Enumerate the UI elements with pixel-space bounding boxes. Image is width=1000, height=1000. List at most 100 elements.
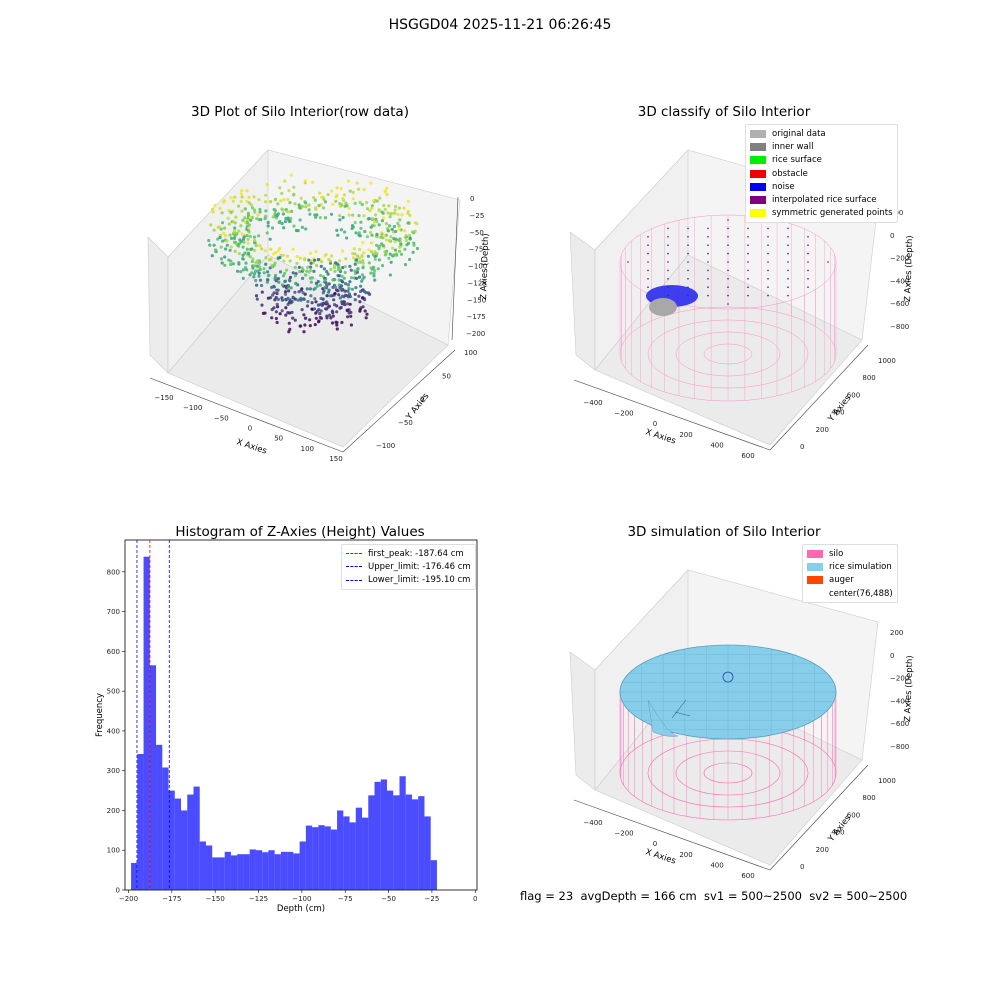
y-tick-label: 100 bbox=[107, 847, 120, 855]
y-tick-label: 0 bbox=[116, 887, 120, 895]
histogram-bar bbox=[143, 556, 150, 890]
histogram-bar bbox=[362, 817, 369, 890]
legend-line bbox=[346, 566, 362, 568]
legend-item: noise bbox=[750, 180, 893, 193]
simulation-plot-title: 3D simulation of Silo Interior bbox=[627, 524, 821, 540]
classify-plot-title: 3D classify of Silo Interior bbox=[637, 104, 811, 120]
x-tick-label: −125 bbox=[249, 895, 268, 903]
histogram-x-ticks: −200 −175 −150 −125 −100 −75 −50 −25 0 bbox=[119, 890, 478, 903]
histogram-bar bbox=[131, 862, 138, 890]
legend-item: auger bbox=[807, 574, 893, 587]
y-tick-label: 300 bbox=[107, 767, 120, 775]
legend-item: symmetric generated points bbox=[750, 207, 893, 220]
histogram-title: Histogram of Z-Axies (Height) Values bbox=[175, 524, 425, 540]
legend-item: silo bbox=[807, 547, 893, 560]
x-tick-label: 0 bbox=[473, 895, 477, 903]
legend-label: rice surface bbox=[772, 155, 822, 166]
legend-line bbox=[346, 579, 362, 581]
histogram-bar bbox=[162, 767, 169, 890]
legend-item: rice simulation bbox=[807, 560, 893, 573]
histogram-bar bbox=[268, 850, 275, 890]
legend-label: first_peak: -187.64 cm bbox=[368, 548, 464, 559]
histogram-bar bbox=[299, 841, 306, 890]
x-tick-label: −50 bbox=[381, 895, 396, 903]
legend-item: Lower_limit: -195.10 cm bbox=[346, 574, 471, 587]
histogram-bar bbox=[324, 826, 331, 890]
histogram-bar bbox=[255, 850, 263, 890]
histogram-bar bbox=[330, 829, 338, 890]
y-tick-label: 600 bbox=[107, 648, 120, 656]
legend-label: interpolated rice surface bbox=[772, 195, 877, 206]
histogram-bar bbox=[430, 860, 437, 890]
y-tick-label: 200 bbox=[107, 807, 120, 815]
histogram-bar bbox=[405, 794, 412, 890]
legend-swatch bbox=[750, 169, 766, 178]
histogram-bar bbox=[312, 827, 319, 890]
histogram-bar bbox=[287, 851, 294, 890]
histogram-bar bbox=[262, 852, 269, 890]
histogram-bar bbox=[387, 790, 394, 890]
legend-swatch bbox=[807, 562, 823, 571]
legend-swatch bbox=[750, 156, 766, 165]
y-tick-label: 800 bbox=[107, 568, 120, 576]
histogram-bar bbox=[343, 816, 350, 890]
histogram-bar bbox=[305, 825, 313, 890]
histogram-bar bbox=[224, 851, 231, 890]
x-tick-label: −100 bbox=[292, 895, 311, 903]
histogram-bars bbox=[131, 556, 437, 890]
legend-item: center(76,488) bbox=[807, 587, 893, 600]
legend-label: rice simulation bbox=[829, 561, 892, 572]
histogram-bar bbox=[380, 779, 388, 890]
histogram-bar bbox=[174, 798, 182, 890]
histogram-bar bbox=[368, 795, 375, 890]
x-tick-label: −25 bbox=[425, 895, 440, 903]
legend-label: noise bbox=[772, 181, 795, 192]
histogram-bar bbox=[293, 853, 300, 890]
histogram-bar bbox=[212, 857, 219, 890]
legend-label: symmetric generated points bbox=[772, 208, 893, 219]
histogram-bar bbox=[149, 665, 157, 890]
legend-swatch bbox=[807, 576, 823, 585]
histogram-bar bbox=[399, 776, 406, 890]
x-tick-label: −75 bbox=[338, 895, 353, 903]
legend-item: Upper_limit: -176.46 cm bbox=[346, 560, 471, 573]
histogram-bar bbox=[424, 816, 431, 890]
histogram-bar bbox=[393, 795, 400, 890]
legend-swatch bbox=[807, 549, 823, 558]
legend-item: inner wall bbox=[750, 140, 893, 153]
histogram-bar bbox=[243, 854, 250, 890]
histogram-y-ticks: 0 100 200 300 400 500 600 700 800 bbox=[107, 568, 125, 895]
x-tick-label: −175 bbox=[162, 895, 181, 903]
legend-label: Upper_limit: -176.46 cm bbox=[368, 561, 471, 572]
histogram-bar bbox=[168, 790, 175, 890]
histogram-bar bbox=[230, 855, 238, 890]
legend-swatch bbox=[750, 182, 766, 191]
y-tick-label: 500 bbox=[107, 688, 120, 696]
histogram-bar bbox=[237, 854, 244, 890]
x-tick-label: −150 bbox=[206, 895, 225, 903]
legend-label: obstacle bbox=[772, 168, 808, 179]
legend-swatch bbox=[750, 196, 766, 205]
legend-item: obstacle bbox=[750, 167, 893, 180]
legend-label: original data bbox=[772, 128, 826, 139]
histogram-bar bbox=[156, 744, 163, 890]
histogram-y-label: Frequency bbox=[95, 693, 105, 737]
histogram-bar bbox=[199, 841, 206, 890]
histogram-bar bbox=[355, 807, 363, 890]
histogram-bar bbox=[205, 845, 213, 890]
histogram-bar bbox=[318, 825, 325, 890]
histogram-bar bbox=[349, 822, 356, 890]
x-tick-label: −200 bbox=[119, 895, 138, 903]
legend-item: original data bbox=[750, 127, 893, 140]
histogram-bar bbox=[218, 857, 225, 890]
histogram-bar bbox=[181, 810, 188, 890]
legend-swatch bbox=[750, 142, 766, 151]
legend-swatch bbox=[750, 209, 766, 218]
legend-line bbox=[346, 553, 362, 555]
legend-swatch bbox=[807, 590, 823, 598]
histogram-bar bbox=[193, 786, 200, 890]
legend-item: interpolated rice surface bbox=[750, 193, 893, 206]
histogram-x-label: Depth (cm) bbox=[277, 904, 325, 914]
status-footer: flag = 23 avgDepth = 166 cm sv1 = 500~25… bbox=[520, 889, 908, 903]
raw-plot-title: 3D Plot of Silo Interior(row data) bbox=[191, 104, 409, 120]
